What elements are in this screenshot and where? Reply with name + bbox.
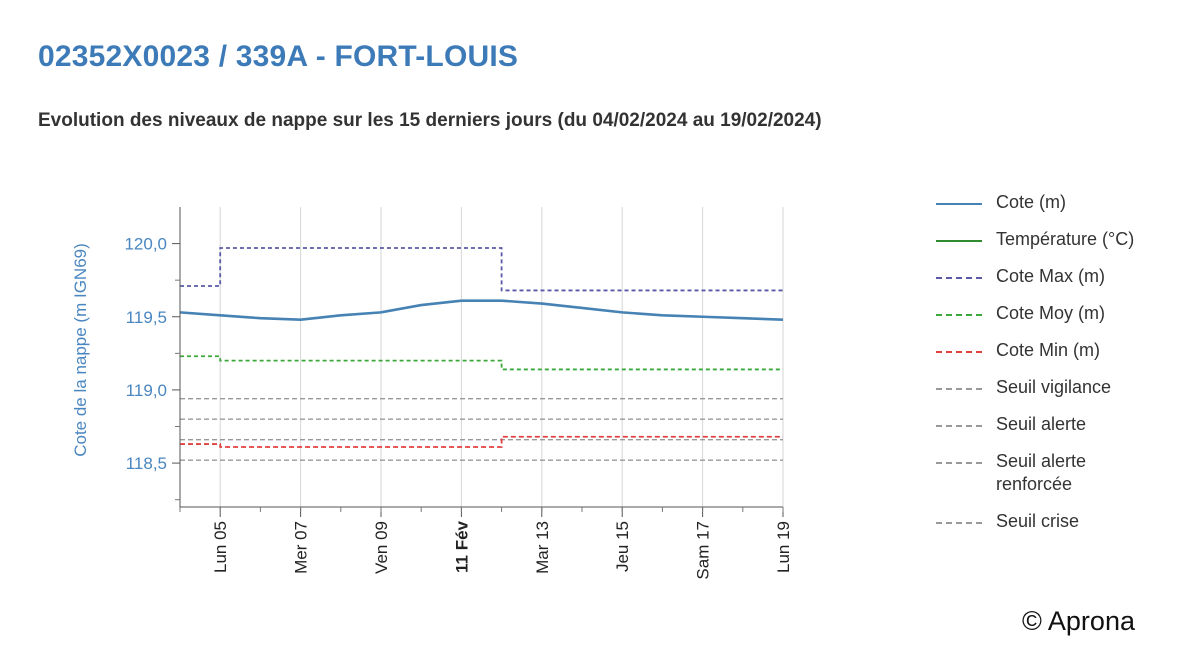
x-tick-label: 11 Fév [452, 520, 471, 573]
legend-item[interactable]: Cote Max (m) [936, 265, 1176, 302]
series-lines [179, 247, 784, 448]
legend-swatch [936, 351, 982, 353]
legend-swatch [936, 462, 982, 464]
legend-label: Seuil alerte [996, 414, 1087, 434]
legend-swatch [936, 240, 982, 242]
legend-swatch [936, 203, 982, 205]
page-title: 02352X0023 / 339A - FORT-LOUIS [38, 40, 519, 73]
legend-item[interactable]: Température (°C) [936, 228, 1176, 265]
series-line-cote [179, 299, 784, 321]
legend-label: Cote Min (m) [996, 340, 1101, 360]
x-tick-label: Jeu 15 [613, 521, 632, 572]
legend-label: Cote Moy (m) [996, 303, 1106, 323]
legend-swatch [936, 314, 982, 316]
series-line-3 [180, 355, 783, 371]
x-tick-label: Ven 09 [372, 521, 391, 574]
legend-swatch [936, 522, 982, 524]
legend-swatch [936, 388, 982, 390]
copyright-text: © Aprona [1022, 606, 1135, 636]
legend-item[interactable]: Cote Min (m) [936, 339, 1176, 376]
legend-swatch [936, 277, 982, 279]
legend-item[interactable]: Seuil alerte [936, 413, 1176, 450]
legend-item[interactable]: Cote Moy (m) [936, 302, 1176, 339]
legend-label: Seuil crise [996, 511, 1080, 531]
series-line-4 [180, 435, 783, 448]
y-tick-label: 119,0 [126, 381, 167, 400]
chart-svg: 120,0 119,5 119,0 118,5 Lun 05 Mer 07 Ven 09 11… [71, 207, 793, 580]
legend-label: Température (°C) [996, 229, 1135, 249]
legend-label: Cote Max (m) [996, 266, 1106, 286]
legend-label: Cote (m) [996, 192, 1067, 212]
legend-item[interactable]: Cote (m) [936, 191, 1176, 228]
x-tick-label: Sam 17 [694, 521, 713, 580]
y-axis-label: Cote de la nappe (m IGN69) [71, 243, 90, 457]
y-tick-label: 119,5 [126, 308, 167, 327]
legend-label: Seuil alerte renforcée [996, 451, 1087, 494]
x-tick-label: Mar 13 [533, 521, 552, 574]
chart-subtitle: Evolution des niveaux de nappe sur les 1… [38, 110, 822, 131]
x-tick-label: Lun 05 [211, 521, 230, 573]
x-tick-label: Lun 19 [774, 521, 793, 573]
legend-label: Seuil vigilance [996, 377, 1112, 397]
series-line-2 [180, 247, 783, 292]
legend-item[interactable]: Seuil crise [936, 510, 1176, 547]
legend-swatch [936, 425, 982, 427]
x-tick-label: Mer 07 [292, 521, 311, 574]
grid-lines [219, 207, 784, 507]
y-tick-label: 120,0 [124, 235, 167, 254]
chart-legend: Cote (m) Température (°C) Cote Max (m) Cote… [936, 191, 1176, 547]
legend-item[interactable]: Seuil alerte renforcée [936, 450, 1176, 510]
y-tick-label: 118,5 [126, 454, 167, 473]
legend-item[interactable]: Seuil vigilance [936, 376, 1176, 413]
threshold-lines [180, 398, 783, 461]
axes: 120,0 119,5 119,0 118,5 Lun 05 Mer 07 Ven 09 11… [124, 207, 793, 580]
